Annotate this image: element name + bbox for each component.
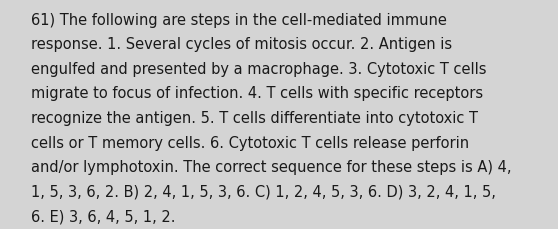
Text: and/or lymphotoxin. The correct sequence for these steps is A) 4,: and/or lymphotoxin. The correct sequence… [31,160,511,174]
Text: 61) The following are steps in the cell-mediated immune: 61) The following are steps in the cell-… [31,13,446,27]
Text: 1, 5, 3, 6, 2. B) 2, 4, 1, 5, 3, 6. C) 1, 2, 4, 5, 3, 6. D) 3, 2, 4, 1, 5,: 1, 5, 3, 6, 2. B) 2, 4, 1, 5, 3, 6. C) 1… [31,184,496,199]
Text: migrate to focus of infection. 4. T cells with specific receptors: migrate to focus of infection. 4. T cell… [31,86,483,101]
Text: response. 1. Several cycles of mitosis occur. 2. Antigen is: response. 1. Several cycles of mitosis o… [31,37,452,52]
Text: cells or T memory cells. 6. Cytotoxic T cells release perforin: cells or T memory cells. 6. Cytotoxic T … [31,135,469,150]
Text: 6. E) 3, 6, 4, 5, 1, 2.: 6. E) 3, 6, 4, 5, 1, 2. [31,209,175,224]
Text: recognize the antigen. 5. T cells differentiate into cytotoxic T: recognize the antigen. 5. T cells differ… [31,111,478,125]
Text: engulfed and presented by a macrophage. 3. Cytotoxic T cells: engulfed and presented by a macrophage. … [31,62,486,76]
